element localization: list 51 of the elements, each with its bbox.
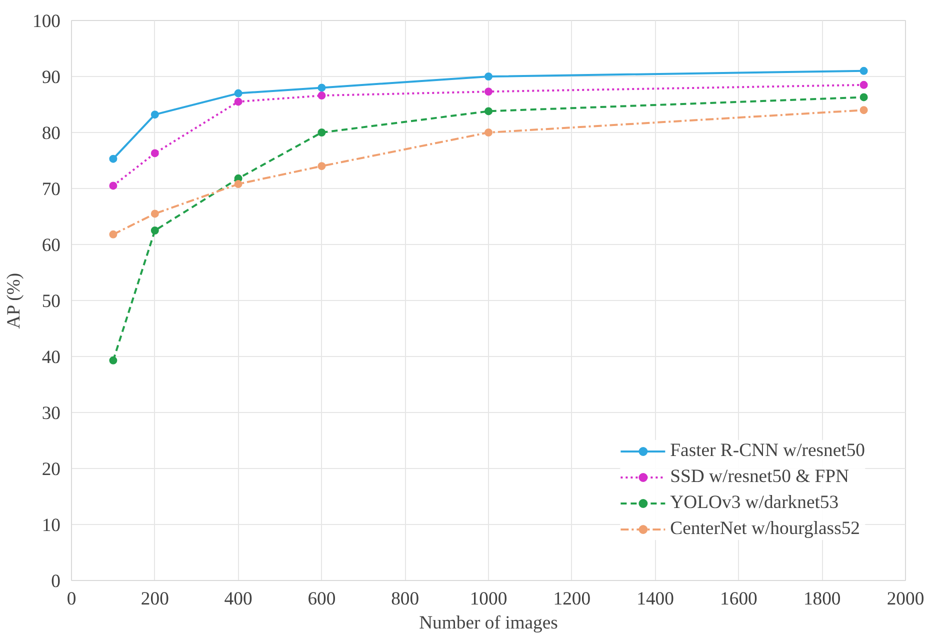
y-tick-label: 100 (32, 11, 60, 32)
x-tick-label: 1200 (553, 588, 591, 610)
point (150, 210, 159, 218)
x-tick-label: 800 (391, 588, 420, 610)
point (318, 84, 326, 92)
point (484, 107, 492, 116)
x-tick-label: 0 (66, 588, 76, 610)
y-axis-title: AP (%) (4, 272, 25, 329)
point (860, 66, 868, 75)
point (484, 88, 492, 96)
x-tick-label: 200 (140, 588, 169, 610)
x-tick-label: 1800 (803, 588, 841, 610)
point (234, 89, 242, 98)
point (109, 154, 118, 163)
x-tick-label: 400 (224, 588, 252, 610)
y-tick-label: 90 (42, 67, 60, 88)
point (860, 93, 868, 102)
y-tick-label: 30 (42, 403, 60, 424)
point (109, 230, 118, 238)
y-tick-label: 70 (42, 179, 60, 200)
point (234, 98, 242, 106)
legend-label: Faster R-CNN w/resnet50 (670, 440, 865, 462)
y-tick-label: 60 (42, 235, 60, 256)
point (109, 182, 118, 190)
x-tick-label: 1400 (636, 588, 674, 610)
legend-label: SSD w/resnet50 & FPN (670, 466, 849, 488)
point (150, 149, 159, 158)
point (318, 92, 326, 100)
legend-label: CenterNet w/hourglass52 (670, 518, 860, 540)
point (109, 356, 118, 364)
point (484, 72, 492, 80)
point (150, 226, 159, 234)
point (318, 128, 326, 136)
x-tick-label: 1000 (470, 588, 508, 610)
y-tick-label: 10 (42, 515, 60, 536)
y-tick-label: 80 (42, 123, 60, 144)
y-tick-label: 40 (42, 347, 60, 368)
x-tick-label: 600 (308, 588, 336, 610)
y-tick-label: 20 (42, 459, 60, 480)
x-axis-title: Number of images (419, 612, 558, 634)
point (860, 80, 868, 89)
point (860, 106, 868, 114)
y-tick-label: 0 (51, 571, 60, 592)
legend-label: YOLOv3 w/darknet53 (670, 492, 839, 514)
x-tick-label: 2000 (886, 588, 924, 610)
y-tick-label: 50 (42, 291, 60, 312)
point (150, 110, 159, 119)
point (234, 180, 242, 188)
point (318, 162, 326, 170)
x-tick-label: 1600 (720, 588, 758, 610)
point (484, 128, 492, 136)
